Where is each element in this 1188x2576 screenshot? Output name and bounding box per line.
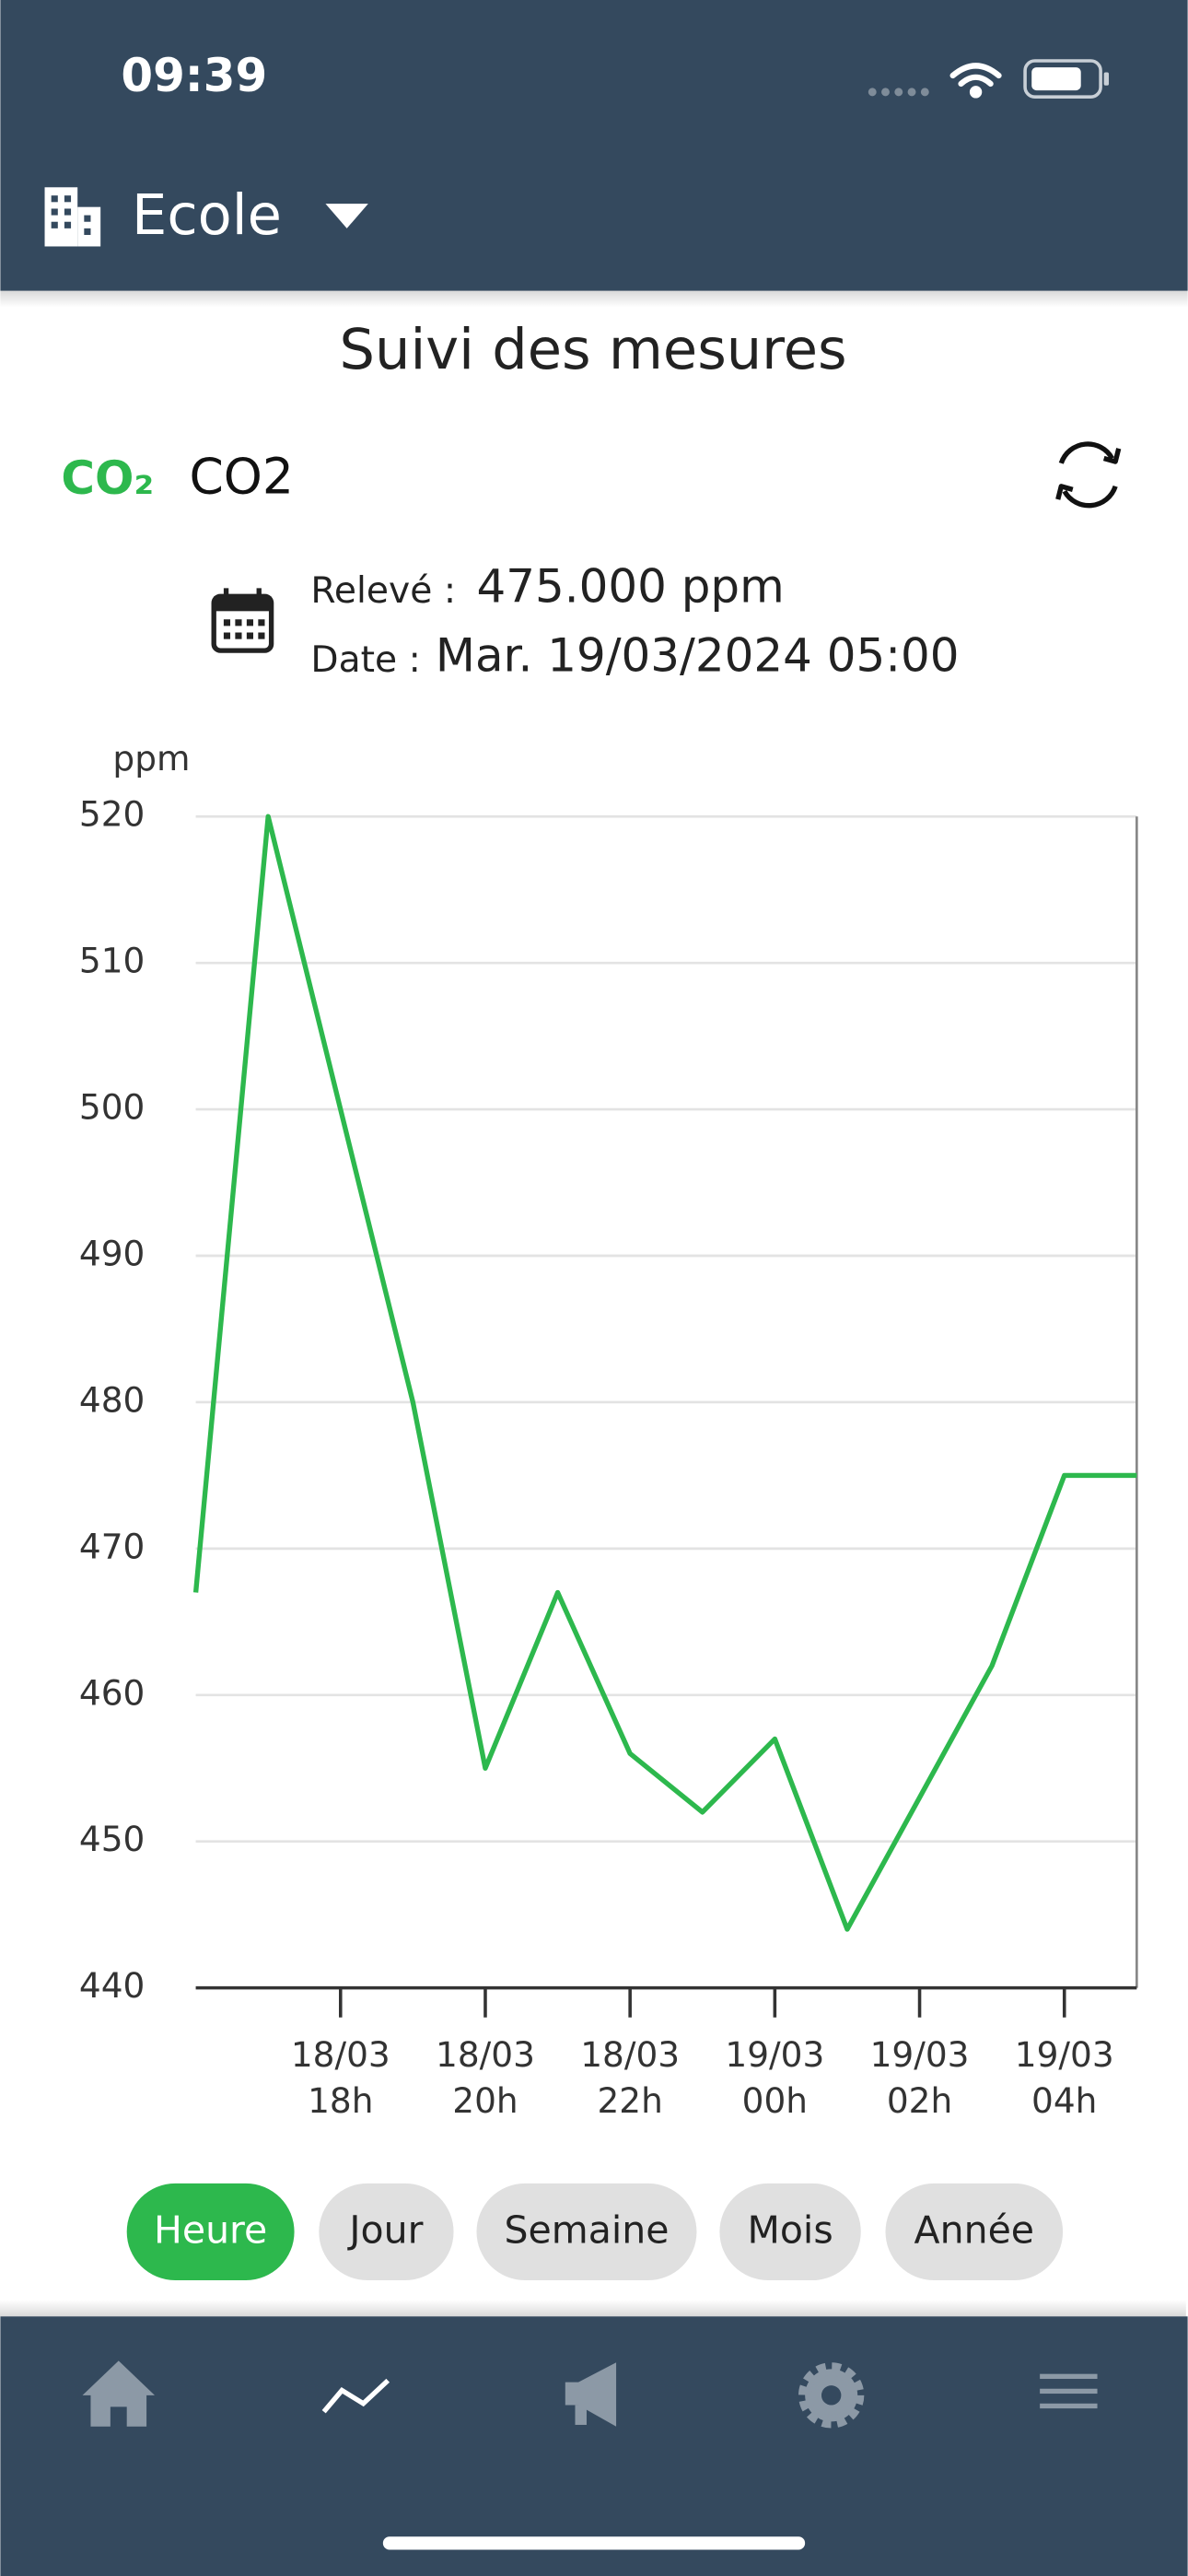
range-button-label[interactable]: Heure: [154, 2207, 267, 2252]
data-line: [192, 814, 1137, 1932]
nav-settings[interactable]: [798, 2362, 865, 2429]
y-tick-label: 500: [79, 1087, 145, 1128]
y-tick-label: 470: [79, 1526, 145, 1566]
range-buttons: Heure Jour Semaine Mois Année: [126, 2183, 1064, 2281]
y-tick-label: 510: [79, 941, 145, 981]
building-icon[interactable]: [44, 187, 101, 247]
nav-shadow: [0, 2300, 1186, 2317]
app-header: [0, 0, 1188, 291]
y-tick-label: 450: [79, 1819, 145, 1859]
x-tick-label: 19/03: [725, 2034, 824, 2075]
y-tick-label: 480: [79, 1379, 145, 1420]
nav-home[interactable]: [82, 2360, 156, 2427]
range-button-label[interactable]: Mois: [747, 2207, 833, 2252]
nav-chart[interactable]: [321, 2378, 390, 2414]
range-button[interactable]: [476, 2183, 697, 2281]
y-axis-label: ppm: [112, 738, 190, 779]
x-tick-label: 19/03: [1015, 2034, 1114, 2075]
battery-icon: [1023, 59, 1110, 99]
x-tick-label: 00h: [742, 2080, 808, 2121]
reading-value: 475.000 ppm: [477, 560, 785, 614]
y-tick-label: 460: [79, 1672, 145, 1713]
range-button[interactable]: [126, 2183, 295, 2281]
signal-icon: [868, 88, 929, 97]
x-tick-label: 18/03: [291, 2034, 390, 2075]
range-button[interactable]: [719, 2183, 861, 2281]
site-dropdown-arrow[interactable]: [325, 204, 368, 228]
nav-alerts[interactable]: [565, 2362, 617, 2427]
x-tick-label: 02h: [887, 2080, 952, 2121]
calendar-icon: [211, 588, 274, 653]
x-tick-label: 22h: [597, 2080, 662, 2121]
y-tick-label: 440: [79, 1965, 145, 2006]
status-time: 09:39: [121, 49, 267, 102]
x-tick-label: 20h: [452, 2080, 518, 2121]
x-tick-label: 19/03: [870, 2034, 970, 2075]
range-button-label[interactable]: Jour: [346, 2207, 423, 2252]
sensor-name: CO2: [189, 447, 293, 505]
x-tick-label: 18h: [308, 2080, 373, 2121]
x-tick-label: 04h: [1031, 2080, 1097, 2121]
date-label: Date :: [310, 639, 420, 681]
site-name[interactable]: Ecole: [132, 183, 282, 248]
y-tick-label: 490: [79, 1234, 145, 1274]
x-tick-label: 18/03: [580, 2034, 680, 2075]
bottom-nav: [0, 2316, 1188, 2576]
header-shadow: [0, 290, 1188, 308]
chart: ppm 440 450 460 470 480 490 500 510 520 18/03 18h 1…: [79, 738, 1138, 2121]
range-button[interactable]: [885, 2183, 1064, 2281]
home-indicator: [382, 2536, 806, 2550]
reading-label: Relevé :: [310, 570, 456, 612]
refresh-icon[interactable]: [1055, 441, 1122, 509]
x-tick-label: 18/03: [436, 2034, 535, 2075]
wifi-icon: [949, 63, 1002, 99]
range-button-label[interactable]: Année: [914, 2207, 1034, 2252]
sensor-logo: CO₂: [61, 451, 154, 505]
nav-menu[interactable]: [1040, 2373, 1098, 2409]
range-button[interactable]: [319, 2183, 454, 2281]
range-button-label[interactable]: Semaine: [505, 2207, 670, 2252]
page-title: Suivi des mesures: [340, 318, 847, 382]
date-value: Mar. 19/03/2024 05:00: [436, 629, 960, 683]
y-tick-label: 520: [79, 794, 145, 835]
